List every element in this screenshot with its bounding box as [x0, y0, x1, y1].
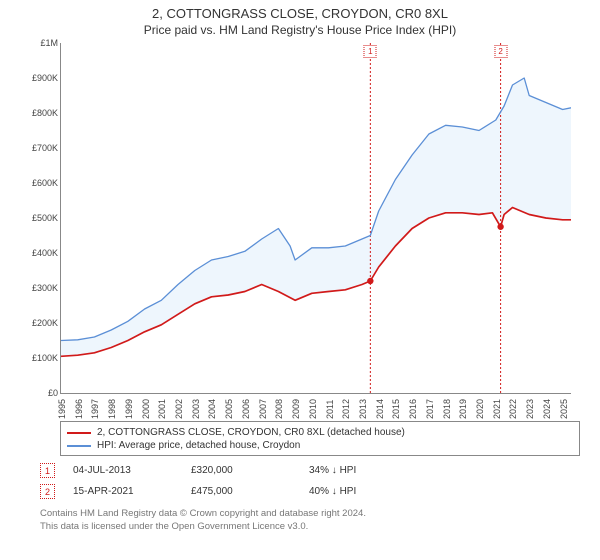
x-tick: 2008 [274, 399, 284, 419]
x-tick: 2005 [224, 399, 234, 419]
x-tick: 2016 [408, 399, 418, 419]
x-tick: 2007 [258, 399, 268, 419]
x-tick: 2022 [508, 399, 518, 419]
attribution: Contains HM Land Registry data © Crown c… [40, 508, 580, 534]
x-tick: 2010 [308, 399, 318, 419]
y-tick: £0 [22, 388, 58, 398]
x-tick: 2001 [157, 399, 167, 419]
x-tick: 2012 [341, 399, 351, 419]
legend-row-hpi: HPI: Average price, detached house, Croy… [67, 439, 573, 452]
y-tick: £700K [22, 143, 58, 153]
y-tick: £600K [22, 178, 58, 188]
y-tick: £900K [22, 73, 58, 83]
x-tick: 2003 [191, 399, 201, 419]
y-tick: £1M [22, 38, 58, 48]
legend-label-hpi: HPI: Average price, detached house, Croy… [97, 440, 300, 451]
x-tick: 2014 [375, 399, 385, 419]
legend-row-subject: 2, COTTONGRASS CLOSE, CROYDON, CR0 8XL (… [67, 426, 573, 439]
sale-row: 2 15-APR-2021 £475,000 40% ↓ HPI [40, 481, 580, 502]
x-tick: 2015 [391, 399, 401, 419]
x-tick: 2011 [325, 400, 335, 419]
legend-swatch-subject [67, 432, 91, 434]
y-tick: £200K [22, 318, 58, 328]
sale-delta: 40% ↓ HPI [309, 486, 409, 497]
x-tick: 1998 [107, 399, 117, 419]
sale-row: 1 04-JUL-2013 £320,000 34% ↓ HPI [40, 460, 580, 481]
title-address: 2, COTTONGRASS CLOSE, CROYDON, CR0 8XL [0, 0, 600, 21]
chart-area: £0 £100K £200K £300K £400K £500K £600K £700K £80… [20, 43, 580, 415]
x-tick: 2021 [492, 399, 502, 419]
x-tick: 1999 [124, 399, 134, 419]
plot-region: 12 [60, 43, 571, 394]
sale-price: £475,000 [191, 486, 291, 497]
sale-delta: 34% ↓ HPI [309, 465, 409, 476]
x-tick: 1997 [90, 399, 100, 419]
x-tick: 2020 [475, 399, 485, 419]
y-tick: £100K [22, 353, 58, 363]
y-tick: £400K [22, 248, 58, 258]
chart-container: 2, COTTONGRASS CLOSE, CROYDON, CR0 8XL P… [0, 0, 600, 560]
y-axis: £0£100K£200K£300K£400K£500K£600K£700K£80… [20, 43, 58, 393]
sale-row-marker: 1 [40, 463, 55, 478]
x-tick: 2018 [442, 399, 452, 419]
attribution-line2: This data is licensed under the Open Gov… [40, 521, 580, 534]
attribution-line1: Contains HM Land Registry data © Crown c… [40, 508, 580, 521]
x-tick: 2004 [207, 399, 217, 419]
x-tick: 1996 [74, 399, 84, 419]
sale-marker-box: 1 [364, 45, 377, 58]
sale-date: 15-APR-2021 [73, 486, 173, 497]
x-tick: 2017 [425, 399, 435, 419]
x-tick: 2000 [141, 399, 151, 419]
x-tick: 1995 [57, 399, 67, 419]
sale-price: £320,000 [191, 465, 291, 476]
sale-row-marker: 2 [40, 484, 55, 499]
legend-label-subject: 2, COTTONGRASS CLOSE, CROYDON, CR0 8XL (… [97, 427, 405, 438]
x-tick: 2009 [291, 399, 301, 419]
x-tick: 2023 [525, 399, 535, 419]
legend-swatch-hpi [67, 445, 91, 447]
y-tick: £800K [22, 108, 58, 118]
x-axis: 1995199619971998199920002001200220032004… [60, 395, 570, 415]
x-tick: 2002 [174, 399, 184, 419]
sale-date: 04-JUL-2013 [73, 465, 173, 476]
y-tick: £500K [22, 213, 58, 223]
x-tick: 2024 [542, 399, 552, 419]
x-tick: 2006 [241, 399, 251, 419]
title-subtitle: Price paid vs. HM Land Registry's House … [0, 21, 600, 43]
sale-marker-box: 2 [494, 45, 507, 58]
x-tick: 2025 [559, 399, 569, 419]
y-tick: £300K [22, 283, 58, 293]
sales-table: 1 04-JUL-2013 £320,000 34% ↓ HPI 2 15-APR-202… [40, 460, 580, 502]
x-tick: 2013 [358, 399, 368, 419]
plot-svg [61, 43, 571, 393]
x-tick: 2019 [458, 399, 468, 419]
legend: 2, COTTONGRASS CLOSE, CROYDON, CR0 8XL (… [60, 421, 580, 456]
